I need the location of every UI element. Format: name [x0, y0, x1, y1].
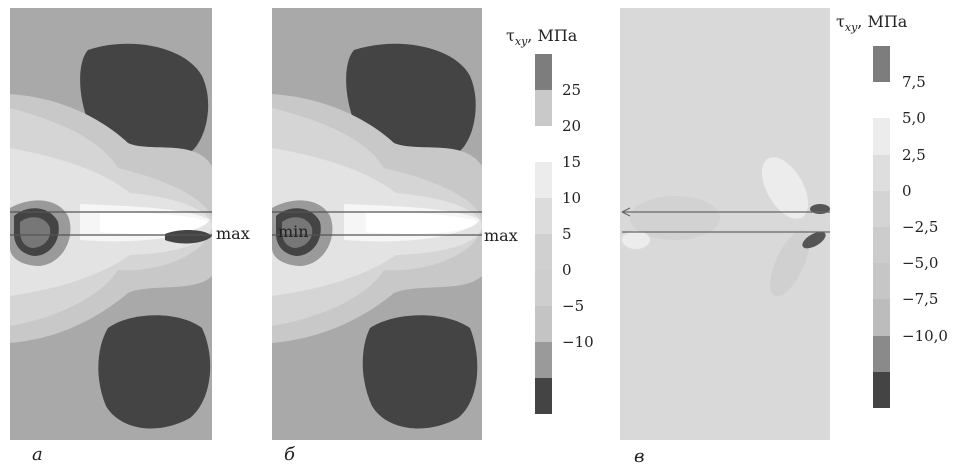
colorbar-symbol-1: τ — [506, 26, 515, 45]
colorbar-2-cell — [873, 46, 890, 83]
colorbar-1 — [535, 54, 552, 414]
colorbar-1-tick-label: 25 — [562, 81, 582, 99]
colorbar-1-tick-label: 0 — [562, 261, 572, 279]
colorbar-subscript-2: xy — [844, 21, 858, 35]
colorbar-1-cell — [535, 306, 552, 342]
colorbar-2-cell — [873, 371, 890, 408]
colorbar-2-tick-label: −7,5 — [902, 290, 939, 309]
panel-caption-c: в — [634, 446, 645, 467]
colorbar-1-cell — [535, 342, 552, 378]
colorbar-2 — [873, 46, 890, 408]
colorbar-unit-1: , МПа — [527, 26, 578, 45]
colorbar-1-cell — [535, 234, 552, 270]
colorbar-title-2: τxy, МПа — [836, 12, 907, 34]
colorbar-1-cell — [535, 378, 552, 414]
colorbar-2-cell — [873, 299, 890, 336]
colorbar-subscript-1: xy — [514, 35, 528, 49]
colorbar-2-cell — [873, 118, 890, 155]
colorbar-symbol-2: τ — [836, 12, 845, 31]
colorbar-1-cell — [535, 126, 552, 162]
colorbar-2-tick-label: −5,0 — [902, 254, 939, 273]
colorbar-1-tick-label: 10 — [562, 189, 582, 207]
colorbar-1-cell — [535, 270, 552, 306]
colorbar-unit-2: , МПа — [857, 12, 908, 31]
min-label-b: min — [278, 222, 309, 241]
colorbar-1-cell — [535, 90, 552, 126]
colorbar-2-tick-label: 0 — [902, 181, 912, 200]
colorbar-2-tick-label: −10,0 — [902, 326, 948, 345]
panel-caption-a: а — [32, 444, 43, 465]
colorbar-1-tick-label: 15 — [562, 153, 582, 171]
colorbar-2-tick-label: 5,0 — [902, 109, 926, 128]
colorbar-2-cell — [873, 154, 890, 191]
colorbar-1-tick-label: −10 — [562, 333, 594, 351]
max-label-b: max — [484, 226, 518, 245]
colorbar-1-tick-label: 5 — [562, 225, 572, 243]
colorbar-2-cell — [873, 190, 890, 227]
colorbar-2-tick-label: 7,5 — [902, 73, 926, 92]
colorbar-1-cell — [535, 198, 552, 234]
colorbar-1-tick-label: −5 — [562, 297, 585, 315]
colorbar-2-cell — [873, 263, 890, 300]
colorbar-2-cell — [873, 227, 890, 264]
colorbar-1-cell — [535, 162, 552, 198]
colorbar-2-tick-label: 2,5 — [902, 145, 926, 164]
contour-panel-a — [10, 8, 212, 440]
max-label-a: max — [216, 224, 250, 243]
colorbar-1-cell — [535, 54, 552, 90]
contour-panel-b — [272, 8, 482, 440]
contour-panel-c — [620, 8, 830, 440]
colorbar-2-tick-label: −2,5 — [902, 218, 939, 236]
colorbar-1-tick-label: 20 — [562, 117, 582, 135]
colorbar-2-cell — [873, 335, 890, 372]
colorbar-2-cell — [873, 82, 890, 119]
panel-caption-b: б — [284, 444, 295, 465]
colorbar-title-1: τxy, МПа — [506, 26, 577, 48]
